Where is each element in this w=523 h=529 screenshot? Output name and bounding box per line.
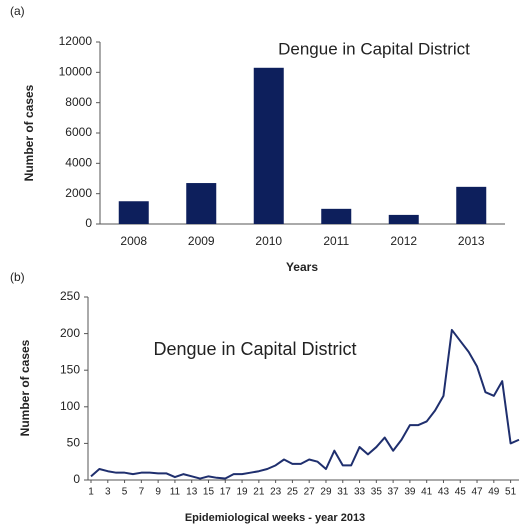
x-tick-label: 33: [354, 487, 366, 498]
y-tick-label: 100: [60, 399, 80, 413]
x-tick-label: 5: [122, 487, 128, 498]
x-tick-label: 11: [170, 487, 181, 498]
x-tick-label: 2011: [323, 234, 349, 248]
x-tick-label: 2010: [255, 234, 282, 248]
panel-label: (b): [10, 270, 25, 284]
chart-title: Dengue in Capital District: [153, 339, 356, 359]
y-tick-label: 10000: [59, 65, 93, 79]
y-axis-label: Number of cases: [18, 339, 32, 436]
y-tick-label: 4000: [65, 156, 92, 170]
y-tick-label: 250: [60, 289, 80, 303]
y-tick-label: 200: [60, 326, 80, 340]
x-tick-label: 27: [304, 487, 316, 498]
x-tick-label: 45: [455, 487, 467, 498]
x-tick-label: 9: [155, 487, 161, 498]
y-tick-label: 12000: [59, 34, 93, 48]
x-tick-label: 49: [488, 487, 500, 498]
line: [90, 328, 520, 480]
x-tick-label: 2009: [188, 234, 215, 248]
x-tick-label: 41: [421, 487, 433, 498]
x-axis-label: Years: [286, 260, 318, 274]
x-tick-label: 1: [88, 487, 94, 498]
y-tick-label: 0: [73, 472, 80, 486]
bar: [388, 214, 419, 224]
bar: [456, 186, 487, 224]
x-tick-label: 39: [404, 487, 416, 498]
x-tick-label: 47: [471, 487, 483, 498]
x-tick-label: 2013: [458, 234, 485, 248]
y-tick-label: 50: [67, 436, 81, 450]
y-tick-label: 150: [60, 362, 80, 376]
bar: [186, 183, 217, 224]
x-tick-label: 29: [320, 487, 332, 498]
x-tick-label: 3: [105, 487, 111, 498]
y-tick-label: 8000: [65, 95, 92, 109]
y-tick-label: 6000: [65, 125, 92, 139]
x-tick-label: 7: [139, 487, 145, 498]
bar: [253, 67, 284, 225]
x-tick-label: 25: [287, 487, 299, 498]
x-tick-label: 21: [253, 487, 265, 498]
x-tick-label: 2012: [390, 234, 417, 248]
x-tick-label: 51: [505, 487, 517, 498]
x-axis-label: Epidemiological weeks - year 2013: [185, 512, 365, 524]
x-tick-label: 37: [388, 487, 400, 498]
y-tick-label: 2000: [65, 186, 92, 200]
x-tick-label: 23: [270, 487, 282, 498]
y-axis-label: Number of cases: [22, 84, 36, 181]
x-tick-label: 35: [371, 487, 383, 498]
x-tick-label: 17: [220, 487, 232, 498]
y-tick-label: 0: [85, 216, 92, 230]
x-tick-label: 13: [186, 487, 198, 498]
bar: [118, 201, 149, 224]
x-tick-label: 2008: [120, 234, 147, 248]
x-tick-label: 43: [438, 487, 450, 498]
panel-label: (a): [10, 4, 25, 18]
x-tick-label: 19: [236, 487, 248, 498]
x-tick-label: 31: [337, 487, 349, 498]
x-tick-label: 15: [203, 487, 215, 498]
chart-title: Dengue in Capital District: [278, 39, 470, 58]
bar: [321, 208, 352, 224]
